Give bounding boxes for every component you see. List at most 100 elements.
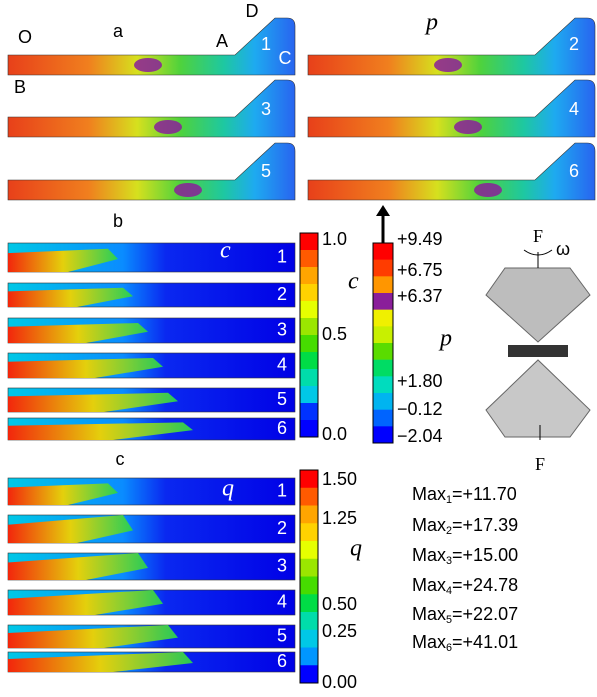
arrowhead: [376, 205, 390, 216]
point-label: O: [18, 27, 32, 47]
colorbar-band: [300, 523, 318, 542]
sample: [508, 345, 568, 357]
label-text: Max: [412, 632, 446, 652]
colorbar-band: [300, 403, 318, 421]
contour-wedge: [8, 590, 163, 615]
subscript: 1: [446, 494, 452, 506]
rotation-label: ω: [556, 239, 570, 259]
point-label: D: [246, 1, 259, 21]
contour-wedge: [8, 287, 133, 307]
tick-label: −2.04: [397, 426, 443, 446]
case-number: 3: [261, 99, 271, 119]
colorbar-band: [300, 470, 318, 489]
anvil-section: [7, 142, 296, 201]
value: =+15.00: [452, 545, 518, 565]
tick-label: 0.0: [322, 424, 347, 444]
contour-wedge: [8, 358, 163, 378]
variable-label: p: [424, 10, 438, 36]
contour-wedge: [8, 625, 178, 648]
contour-blob: [434, 58, 462, 72]
contour-wedge: [8, 392, 178, 412]
tick-label: 0.50: [322, 594, 357, 614]
tick-label: 1.0: [322, 229, 347, 249]
colorbar-band: [300, 558, 318, 577]
tick-label: 1.25: [322, 508, 357, 528]
anvil-section: [307, 17, 596, 76]
force-label: F: [533, 226, 543, 246]
tick-label: 0.00: [322, 672, 357, 692]
contour-blob: [474, 183, 502, 197]
colorbar-band: [373, 393, 393, 410]
point-label: B: [14, 77, 26, 97]
colorbar-band: [300, 487, 318, 506]
case-number: 6: [277, 418, 287, 438]
max-value: Max1=+11.70: [412, 484, 517, 506]
diamond-bottom: [485, 359, 591, 438]
variable-label: c: [220, 238, 231, 264]
max-value: Max3=+15.00: [412, 545, 518, 567]
colorbar-band: [300, 369, 318, 387]
colorbar-frame: [299, 232, 319, 438]
subscript: 5: [446, 614, 452, 626]
colorbar-band: [373, 293, 393, 310]
subscript: 4: [446, 585, 452, 597]
colorbar-band: [300, 318, 318, 336]
colorbar-band: [300, 301, 318, 319]
tick-label: +9.49: [397, 229, 443, 249]
colorbar-band: [300, 612, 318, 631]
case-number: 1: [277, 480, 287, 500]
case-number: 5: [277, 625, 287, 645]
case-number: 5: [277, 389, 287, 409]
colorbar-band: [373, 343, 393, 360]
label-text: Max: [412, 604, 446, 624]
label-text: Max: [412, 545, 446, 565]
case-number: 4: [569, 99, 579, 119]
colorbar-band: [373, 409, 393, 427]
colorbar-band: [300, 335, 318, 353]
anvil-section: [7, 79, 296, 138]
variable-label: q: [222, 476, 234, 502]
point-label: A: [216, 31, 228, 51]
colorbar-band: [373, 326, 393, 344]
colorbar-band: [300, 420, 318, 438]
tick-label: +6.75: [397, 260, 443, 280]
panel-label: c: [116, 449, 125, 469]
colorbar-label: c: [348, 269, 359, 295]
tick-label: +1.80: [397, 371, 443, 391]
colorbar-band: [373, 276, 393, 294]
contour-blob: [154, 120, 182, 134]
force-label: F: [535, 454, 545, 474]
colorbar-band: [300, 284, 318, 302]
colorbar-band: [300, 250, 318, 268]
value: =+24.78: [452, 575, 518, 595]
label-text: Max: [412, 484, 446, 504]
contour-wedge: [8, 248, 118, 272]
label-text: Max: [412, 515, 446, 535]
point-label: C: [279, 48, 292, 68]
subscript: 2: [446, 525, 452, 537]
anvil-section: [307, 79, 596, 138]
contour-wedge: [8, 515, 133, 543]
anvil-section: [307, 142, 596, 201]
max-value: Max4=+24.78: [412, 575, 518, 597]
colorbar-band: [373, 426, 393, 444]
contour-wedge: [8, 422, 193, 440]
case-number: 3: [277, 319, 287, 339]
tick-label: 0.25: [322, 621, 357, 641]
max-value: Max5=+22.07: [412, 604, 518, 626]
panel-label: b: [113, 211, 123, 231]
value: =+17.39: [452, 515, 518, 535]
colorbar-band: [373, 243, 393, 260]
case-number: 2: [277, 284, 287, 304]
max-value: Max6=+41.01: [412, 632, 518, 654]
colorbar-label: q: [350, 536, 362, 562]
value: =+11.70: [452, 484, 517, 504]
subscript: 3: [446, 555, 452, 567]
colorbar-band: [300, 541, 318, 560]
contour-blob: [134, 58, 162, 72]
colorbar-band: [300, 352, 318, 370]
value: =+22.07: [452, 604, 518, 624]
anvil-section: [7, 17, 296, 76]
colorbar-frame: [299, 469, 319, 684]
